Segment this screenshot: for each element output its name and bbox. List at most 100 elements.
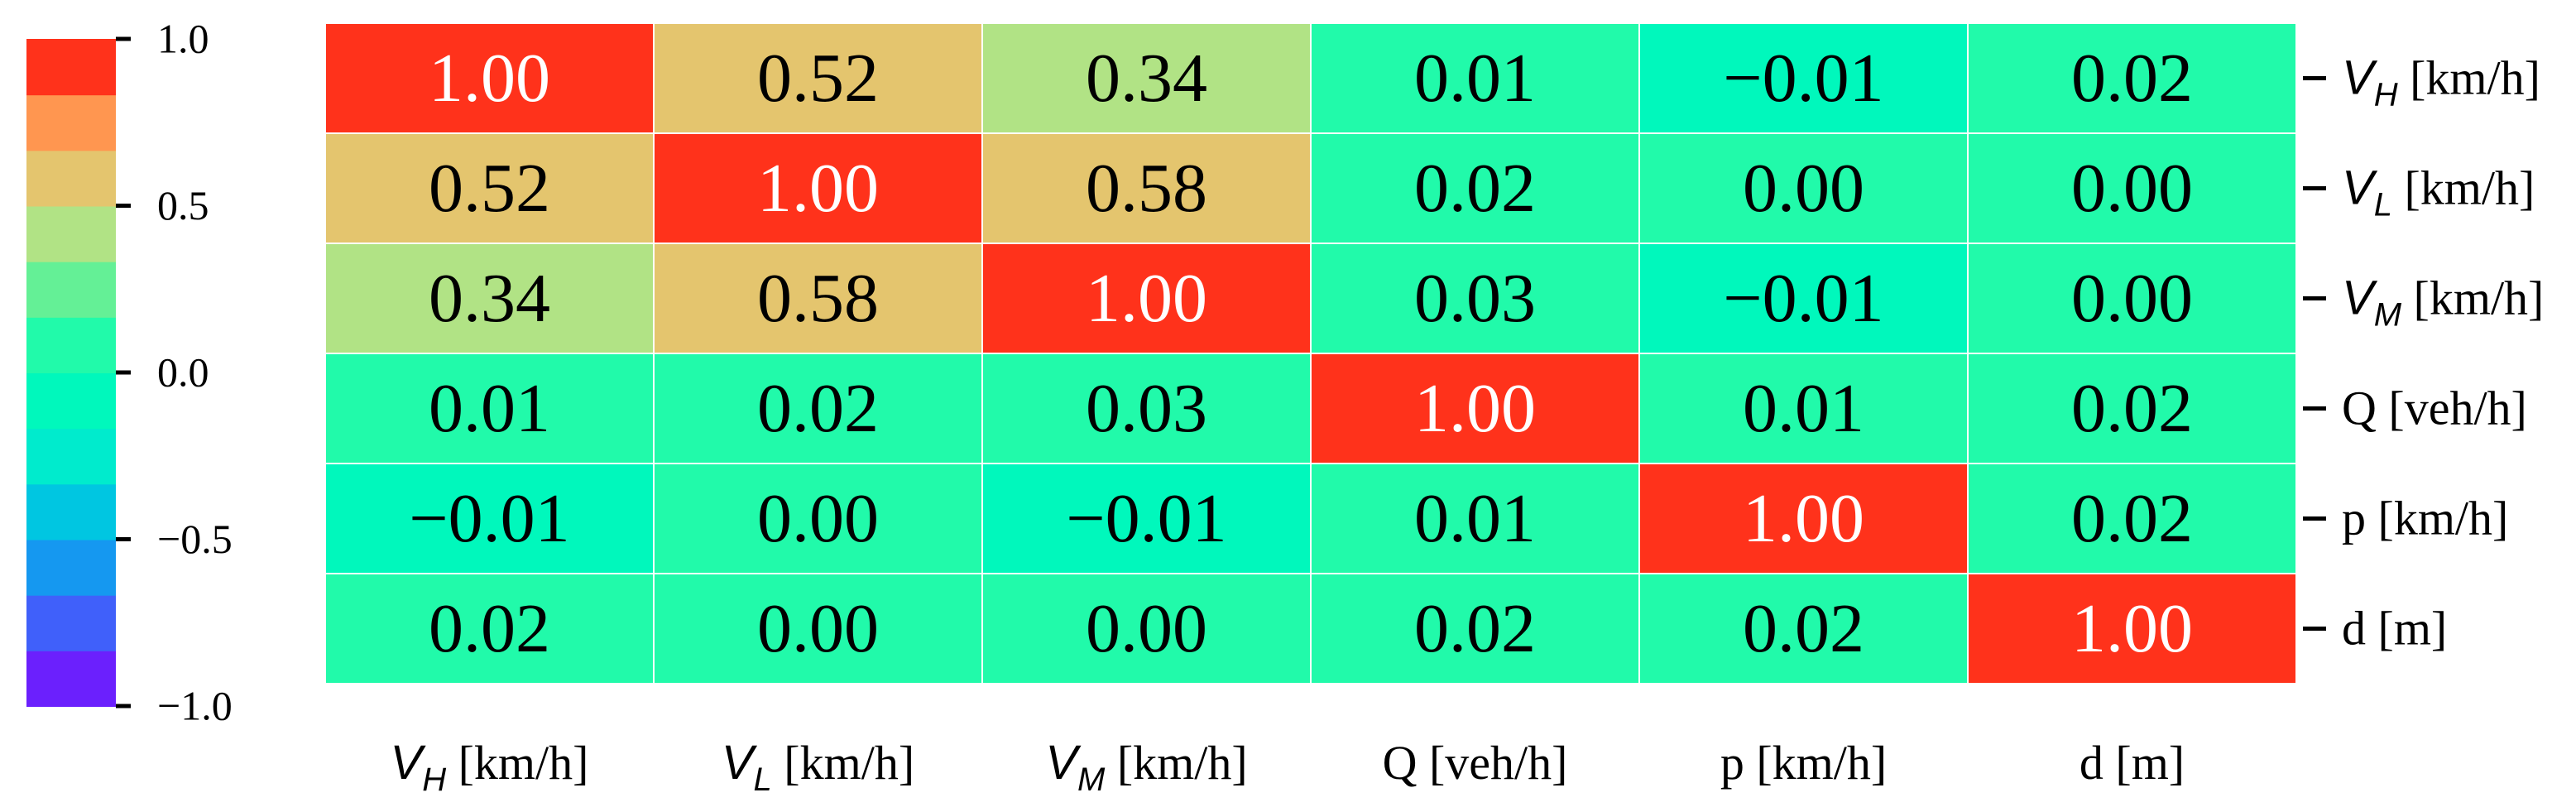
cell-value-label: −0.01 — [1066, 480, 1226, 557]
cell-value-label: 1.00 — [1743, 480, 1864, 557]
cell-value-label: 0.00 — [1743, 150, 1864, 227]
colorbar-segment — [26, 650, 116, 707]
colorbar-tick-label: −1.0 — [157, 683, 233, 729]
heatmap-cell — [1638, 353, 1969, 464]
label-symbol: V — [722, 736, 758, 790]
cell-value-label: −0.01 — [1723, 40, 1883, 117]
cell-value-label: 0.00 — [757, 480, 879, 557]
heatmap-cell — [1967, 463, 2297, 574]
cell-value-label: 0.03 — [1414, 260, 1536, 337]
row-label: VH [km/h] — [2342, 51, 2540, 113]
heatmap-cell — [324, 463, 655, 574]
label-unit: p [km/h] — [1720, 736, 1887, 790]
cell-value-label: 0.02 — [1414, 150, 1536, 227]
cell-value-label: 1.00 — [1086, 260, 1207, 337]
heatmap-cell — [1638, 243, 1969, 354]
label-unit: [km/h] — [2398, 51, 2540, 105]
label-subscript: M — [2374, 297, 2402, 334]
heatmap-cell — [981, 132, 1312, 244]
heatmap-cell — [324, 22, 655, 134]
cell-value-label: −0.01 — [1723, 260, 1883, 337]
heatmap-cell — [1310, 573, 1640, 685]
cell-value-label: 0.00 — [1086, 590, 1207, 667]
cell-value-label: 0.02 — [429, 590, 550, 667]
column-label: d [m] — [2080, 736, 2185, 790]
cell-value-label: 0.00 — [757, 590, 879, 667]
cell-value-label: 0.58 — [757, 260, 879, 337]
row-label: Q [veh/h] — [2342, 382, 2527, 435]
cell-value-label: 0.34 — [429, 260, 550, 337]
colorbar-segment — [26, 483, 116, 540]
label-unit: [km/h] — [1105, 736, 1247, 790]
heatmap-cell — [1638, 573, 1969, 685]
label-symbol: V — [1045, 736, 1082, 790]
colorbar-segment — [26, 261, 116, 318]
cell-value-label: 0.02 — [2071, 480, 2193, 557]
heatmap-cell — [981, 463, 1312, 574]
label-symbol: V — [2342, 161, 2378, 215]
colorbar-segment — [26, 205, 116, 262]
heatmap-cell — [1967, 353, 2297, 464]
colorbar-segment — [26, 372, 116, 430]
label-unit: d [m] — [2080, 736, 2185, 790]
cell-value-label: 0.34 — [1086, 40, 1207, 117]
colorbar-segment — [26, 539, 116, 596]
label-subscript: H — [2374, 77, 2398, 113]
label-symbol: V — [391, 736, 427, 790]
label-subscript: M — [1077, 761, 1106, 798]
column-label: VH [km/h] — [391, 736, 589, 798]
heatmap-cell — [653, 353, 983, 464]
heatmap-cell — [1310, 243, 1640, 354]
heatmap-cell — [981, 243, 1312, 354]
cell-value-label: 1.00 — [429, 40, 550, 117]
cell-value-label: 0.52 — [757, 40, 879, 117]
label-unit: [km/h] — [446, 736, 588, 790]
cell-value-label: 0.01 — [1414, 480, 1536, 557]
colorbar-tick-label: 0.5 — [157, 182, 209, 228]
colorbar-segment — [26, 150, 116, 207]
heatmap-cell — [324, 353, 655, 464]
colorbar-segment — [26, 94, 116, 151]
heatmap-cell — [1638, 132, 1969, 244]
label-unit: d [m] — [2342, 602, 2447, 656]
row-label: p [km/h] — [2342, 492, 2508, 545]
heatmap-cell — [324, 243, 655, 354]
heatmap-cell — [1638, 22, 1969, 134]
cell-value-label: 0.01 — [1414, 40, 1536, 117]
colorbar-segment — [26, 39, 116, 96]
row-labels: VH [km/h]VL [km/h]VM [km/h]Q [veh/h]p [k… — [2303, 51, 2544, 656]
label-subscript: H — [422, 761, 446, 798]
heatmap-cell — [1310, 22, 1640, 134]
cell-value-label: 0.02 — [1743, 590, 1864, 667]
heatmap-cell — [981, 353, 1312, 464]
colorbar-tick-label: 1.0 — [157, 16, 209, 62]
heatmap-cell — [981, 22, 1312, 134]
cell-value-label: 0.02 — [757, 370, 879, 447]
label-subscript: L — [754, 761, 772, 798]
colorbar-segment — [26, 316, 116, 373]
cell-value-label: −0.01 — [409, 480, 569, 557]
heatmap-cell — [324, 132, 655, 244]
label-unit: [km/h] — [772, 736, 914, 790]
row-label: VL [km/h] — [2342, 161, 2535, 223]
cell-value-label: 1.00 — [757, 150, 879, 227]
column-label: p [km/h] — [1720, 736, 1887, 790]
column-labels: VH [km/h] VL [km/h] VM [km/h] Q [veh/h] p [k… — [391, 736, 2185, 798]
heatmap-cells: 1.00 0.52 0.34 0.01 −0.01 0.02 0.52 1.00 0.58 0.0… — [324, 22, 2297, 685]
label-unit: [km/h] — [2401, 271, 2544, 325]
heatmap-cell — [1310, 132, 1640, 244]
heatmap-cell — [653, 463, 983, 574]
cell-value-label: 0.01 — [429, 370, 550, 447]
cell-value-label: 0.01 — [1743, 370, 1864, 447]
label-unit: Q [veh/h] — [2342, 382, 2527, 435]
label-symbol: V — [2342, 271, 2378, 325]
heatmap-cell — [1967, 22, 2297, 134]
colorbar-segment — [26, 428, 116, 485]
label-subscript: L — [2374, 187, 2392, 223]
cell-value-label: 1.00 — [1414, 370, 1536, 447]
cell-value-label: 0.02 — [2071, 370, 2193, 447]
label-unit: Q [veh/h] — [1383, 736, 1568, 790]
label-unit: [km/h] — [2392, 161, 2535, 215]
column-label: Q [veh/h] — [1383, 736, 1568, 790]
